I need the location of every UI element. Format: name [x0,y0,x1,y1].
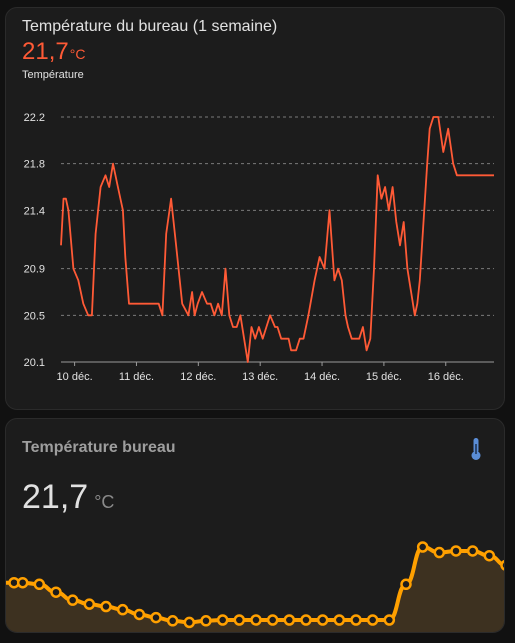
x-tick-label: 10 déc. [57,371,93,383]
sparkline-point [16,576,29,589]
sparkline-point [133,608,146,621]
current-value-number: 21,7 [22,478,89,516]
x-tick-label: 16 déc. [428,371,464,383]
sparkline-point [433,546,446,559]
sparkline-point [216,614,229,626]
temperature-sensor-card[interactable]: Température bureau 21,7 °C [5,418,505,633]
card-title: Température bureau [22,439,176,456]
temperature-week-chart[interactable]: 22.2 21.8 21.4 20.9 20.5 20.1 10 déc. 11 déc. 12… [6,8,505,410]
temperature-week-card[interactable]: 22.2 21.8 21.4 20.9 20.5 20.1 10 déc. 11 déc. 12… [5,7,505,410]
sparkline-point [66,594,79,606]
sparkline-point [33,578,46,591]
sparkline-point [466,545,479,557]
sparkline-point [233,614,246,626]
temperature-series-line[interactable] [60,116,494,363]
thermometer-icon [471,438,481,460]
current-value-unit: °C [69,46,86,62]
y-tick-label: 22.2 [24,112,45,124]
current-value-unit: °C [94,492,115,512]
sparkline-point [183,616,196,629]
sparkline-point [483,549,496,562]
sparkline-point [500,559,504,571]
x-tick-label: 15 déc. [366,371,402,383]
sparkline-point [366,614,379,626]
sparkline-point [200,615,212,627]
series-label: Température [22,69,84,81]
y-tick-label: 21.8 [24,159,45,171]
y-tick-label: 20.9 [24,264,45,276]
sparkline-point [166,615,179,627]
sparkline-point [300,614,312,626]
x-tick-label: 13 déc. [242,371,278,383]
sparkline-point [83,598,96,610]
sparkline-point [450,545,462,557]
sparkline-point [250,614,262,626]
sparkline-point [50,586,62,598]
sparkline-point [283,614,296,626]
temperature-sparkline [6,541,504,632]
sparkline-point [100,600,112,613]
sparkline-point [316,614,329,626]
sparkline-point [416,541,429,553]
sparkline-point [116,603,129,616]
sparkline-point [400,578,412,591]
sparkline-point [333,614,346,626]
sparkline-point [150,611,162,624]
sparkline-point [383,614,396,626]
x-tick-label: 14 déc. [304,371,340,383]
current-value: 21,7°C [22,478,114,517]
x-tick-label: 11 déc. [119,371,154,383]
y-tick-label: 20.1 [24,357,45,369]
y-tick-label: 20.5 [24,310,45,322]
x-tick-label: 12 déc. [180,371,216,383]
sparkline-point [266,614,279,626]
sparkline-point [350,614,362,626]
card-title: Température du bureau (1 semaine) [22,18,278,35]
y-tick-label: 21.4 [24,205,45,217]
current-value-number: 21,7 [22,38,69,65]
current-value: 21,7°C [22,38,85,66]
